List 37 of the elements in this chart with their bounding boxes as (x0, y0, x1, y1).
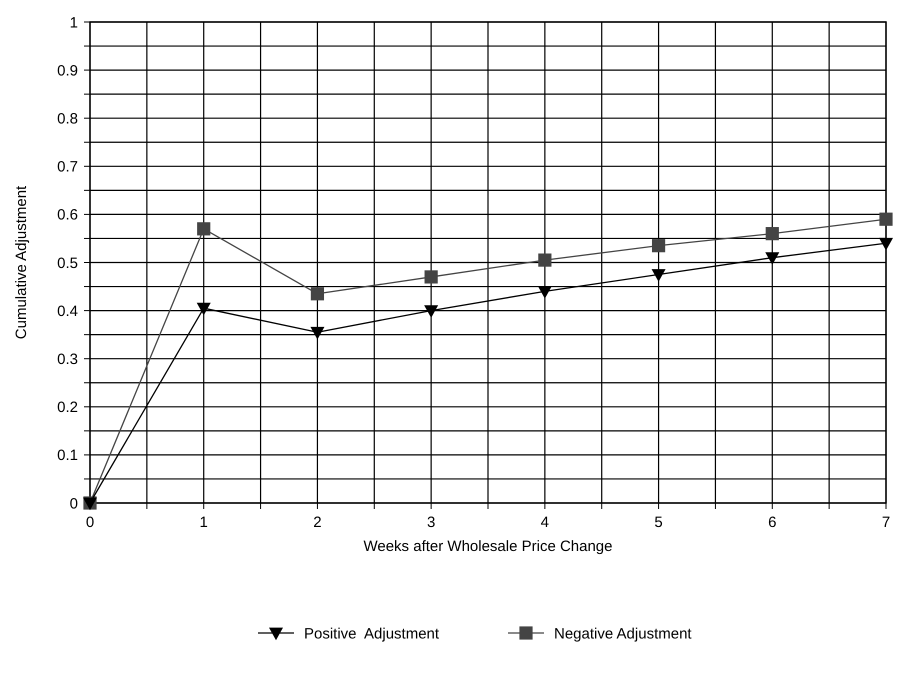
point (538, 253, 552, 267)
x-tick-label: 5 (654, 514, 663, 531)
y-axis-title: Cumulative Adjustment (13, 184, 30, 340)
x-tick-label: 1 (200, 514, 208, 531)
point (766, 227, 779, 240)
y-tick-label: 0 (70, 495, 78, 512)
y-tick-label: 1 (70, 14, 78, 32)
point (424, 305, 438, 318)
y-tick-label: 0.6 (57, 206, 78, 224)
point (652, 269, 666, 282)
point (197, 302, 210, 315)
point (424, 270, 438, 284)
point (310, 287, 324, 300)
y-tick-label: 0.8 (57, 110, 78, 128)
x-tick-label: 7 (882, 514, 890, 531)
x-tick-label: 6 (768, 514, 776, 531)
x-axis-title: Weeks after Wholesale Price Change (363, 538, 613, 555)
x-tick-label: 2 (313, 514, 322, 531)
point (197, 222, 210, 236)
x-tick-label: 3 (426, 514, 436, 531)
y-tick-label: 0.7 (57, 158, 78, 176)
legend-label: Positive Adjustment (304, 625, 440, 642)
point (766, 252, 779, 264)
point (310, 326, 324, 339)
y-tick-label: 0.3 (57, 350, 78, 368)
point (879, 238, 893, 250)
point (538, 286, 552, 298)
x-tick-label: 4 (540, 514, 550, 531)
y-tick-label: 0.1 (57, 447, 78, 464)
y-tick-label: 0.4 (57, 302, 78, 320)
point (652, 239, 666, 252)
y-tick-label: 0.2 (57, 399, 78, 416)
y-tick-label: 0.5 (57, 254, 78, 272)
point (879, 212, 893, 226)
x-tick-label: 0 (86, 514, 94, 531)
legend-label: Negative Adjustment (554, 625, 692, 642)
y-tick-label: 0.9 (57, 62, 78, 80)
